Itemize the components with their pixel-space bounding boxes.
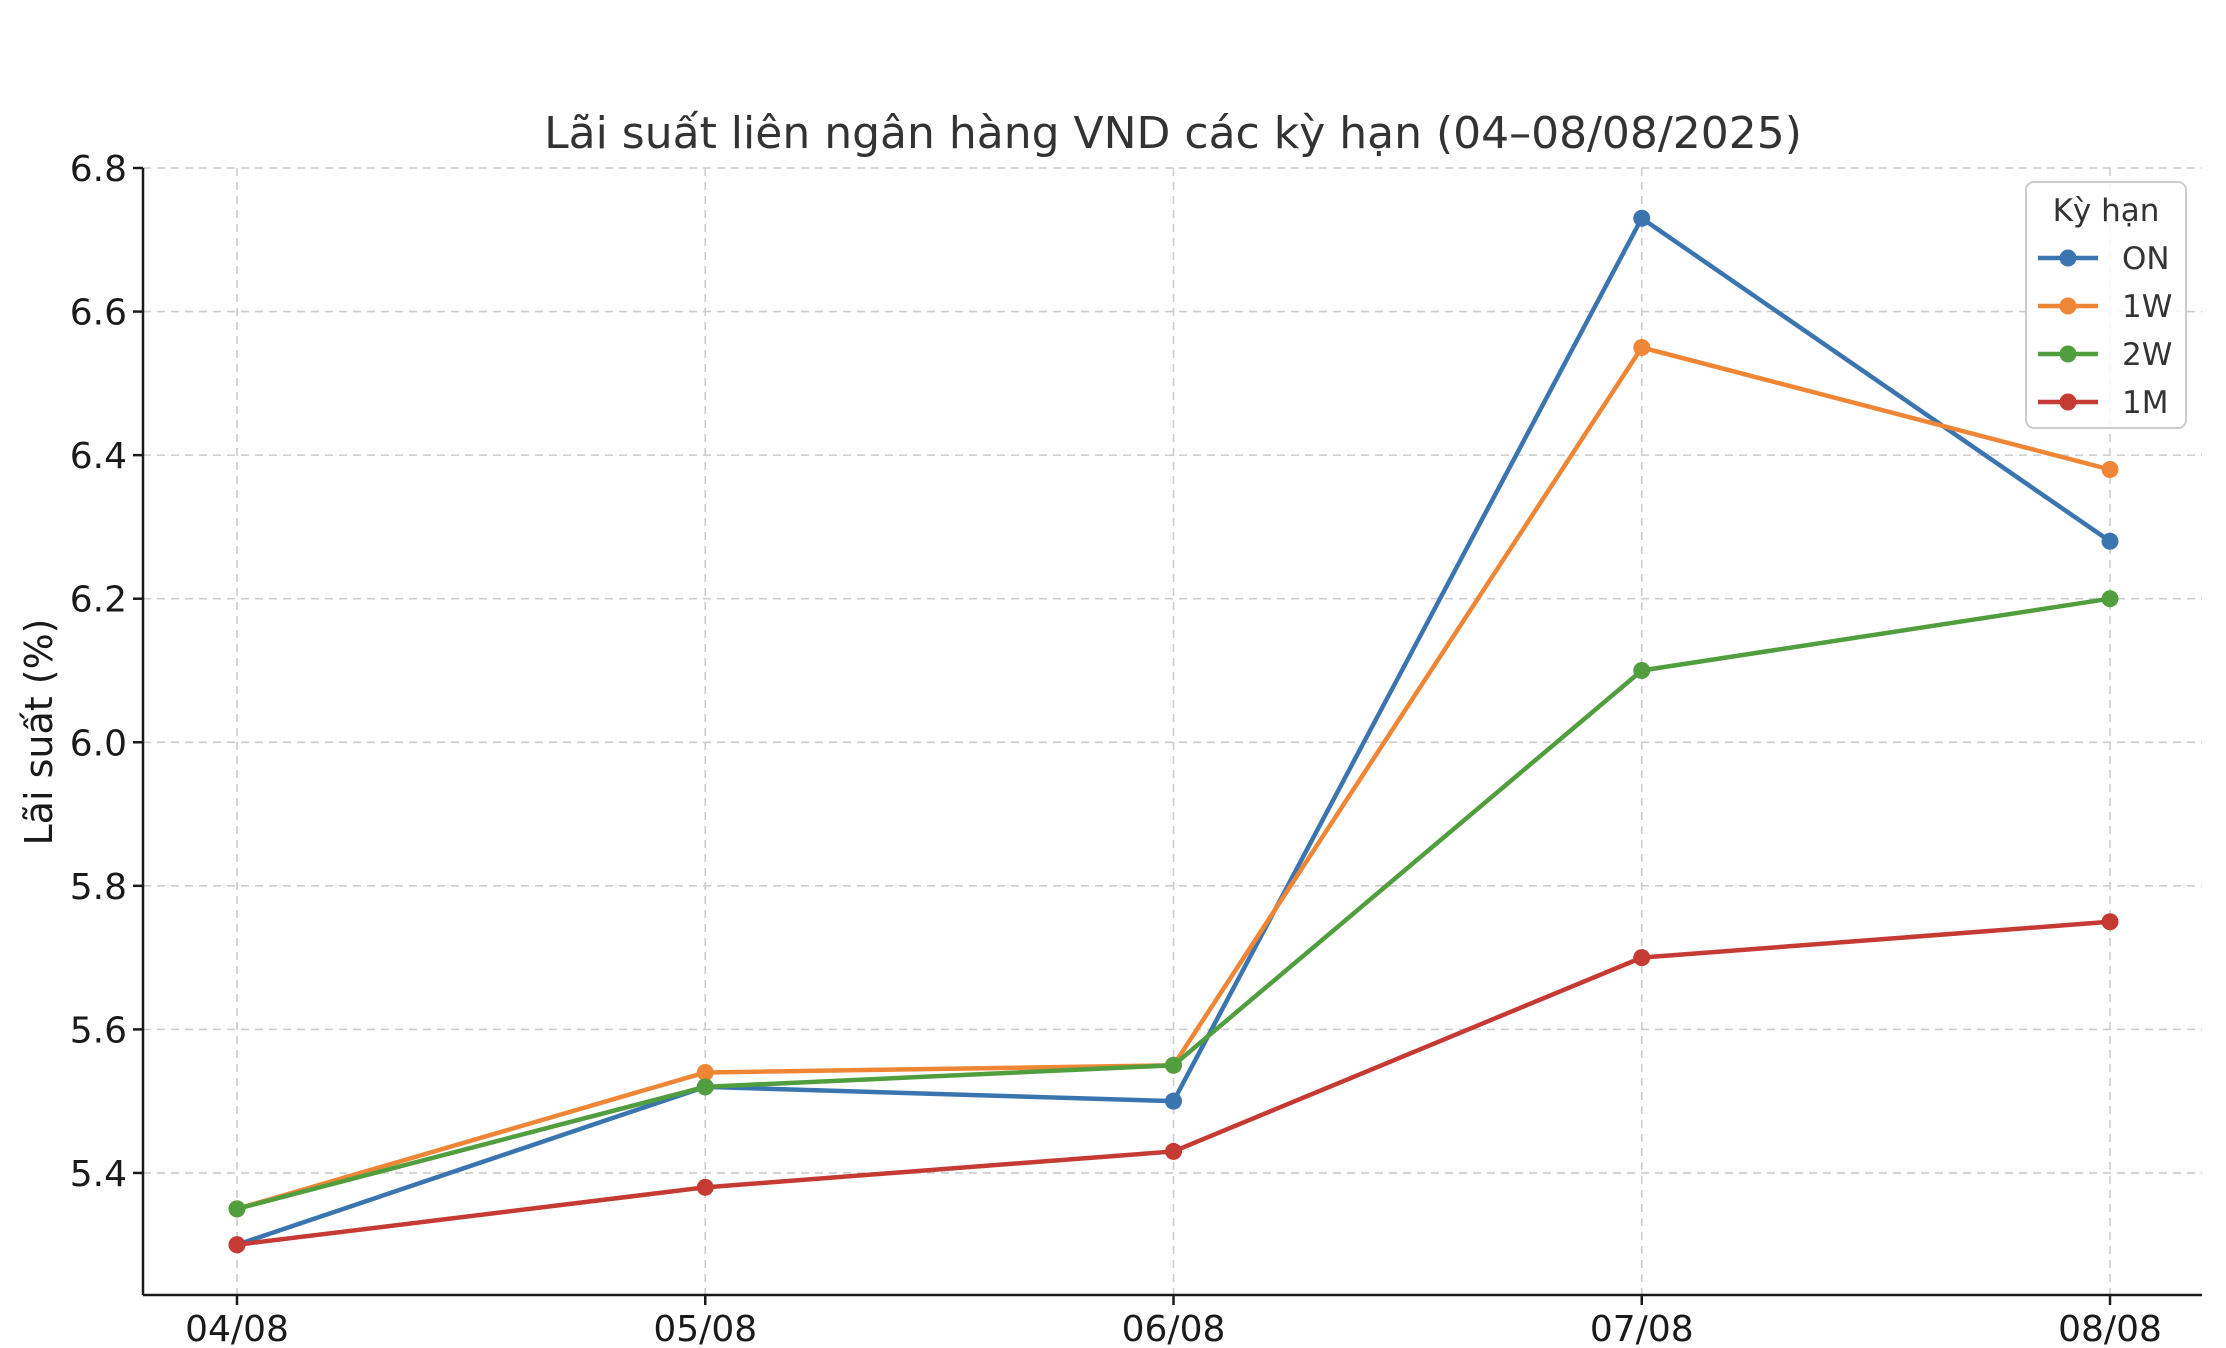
y-tick-label: 6.6: [70, 293, 127, 334]
legend-title: Kỳ hạn: [2053, 193, 2160, 229]
legend-marker: [2059, 249, 2077, 267]
legend-item-1m: 1M: [2038, 385, 2168, 421]
legend-items: ON 1W 2W 1M: [2038, 241, 2172, 421]
data-point: [1165, 1056, 1182, 1074]
data-point: [2101, 590, 2119, 608]
x-tick-label: 06/08: [1122, 1309, 1226, 1348]
grid-layer: [143, 167, 2202, 1295]
legend-marker: [2059, 345, 2077, 363]
data-point: [1633, 661, 1651, 679]
legend-marker: [2059, 297, 2077, 315]
series-1m: [228, 913, 2119, 1254]
data-point: [2101, 460, 2119, 478]
legend-label: 2W: [2122, 337, 2172, 373]
y-tick-label: 5.4: [70, 1154, 127, 1195]
series-2w: [228, 590, 2119, 1218]
x-tick-label: 07/08: [1590, 1309, 1694, 1348]
data-point: [1165, 1092, 1182, 1110]
legend-label: 1M: [2122, 385, 2168, 421]
y-tick-label: 6.2: [70, 580, 127, 621]
data-point: [696, 1078, 714, 1096]
y-axis-label: Lãi suất (%): [17, 619, 61, 846]
y-tick-label: 6.8: [70, 149, 127, 190]
data-point: [2101, 913, 2119, 931]
series-layer: [228, 209, 2119, 1254]
legend-marker: [2059, 393, 2077, 411]
axes-layer: 5.4 5.6 5.8 6.0 6.2 6.4 6.6 6.8 04/08 05/08 06/08 0…: [70, 149, 2202, 1348]
data-point: [228, 1236, 246, 1254]
y-tick-label: 5.6: [70, 1010, 127, 1051]
legend-label: 1W: [2122, 289, 2172, 325]
x-tick-label: 04/08: [185, 1309, 289, 1348]
x-tick-label: 05/08: [653, 1309, 757, 1348]
y-tick-label: 6.0: [70, 723, 127, 764]
data-point: [1165, 1142, 1182, 1160]
legend-box: [2025, 181, 2187, 429]
legend-label: ON: [2122, 241, 2170, 277]
data-point: [696, 1178, 714, 1196]
legend-item-on: ON: [2038, 241, 2170, 277]
x-tick-label: 08/08: [2058, 1309, 2162, 1348]
chart-title: Lãi suất liên ngân hàng VND các kỳ hạn (…: [544, 108, 1802, 159]
data-point: [696, 1063, 714, 1081]
y-tick-label: 6.4: [70, 436, 127, 477]
data-point: [2101, 532, 2119, 550]
legend-item-2w: 2W: [2038, 337, 2172, 373]
data-point: [1633, 949, 1651, 967]
y-tick-label: 5.8: [70, 867, 127, 908]
data-point: [228, 1200, 246, 1218]
data-point: [1633, 338, 1651, 356]
data-point: [1633, 209, 1651, 227]
legend-item-1w: 1W: [2038, 289, 2172, 325]
legend: Kỳ hạn ON 1W 2W 1M: [2025, 181, 2187, 429]
